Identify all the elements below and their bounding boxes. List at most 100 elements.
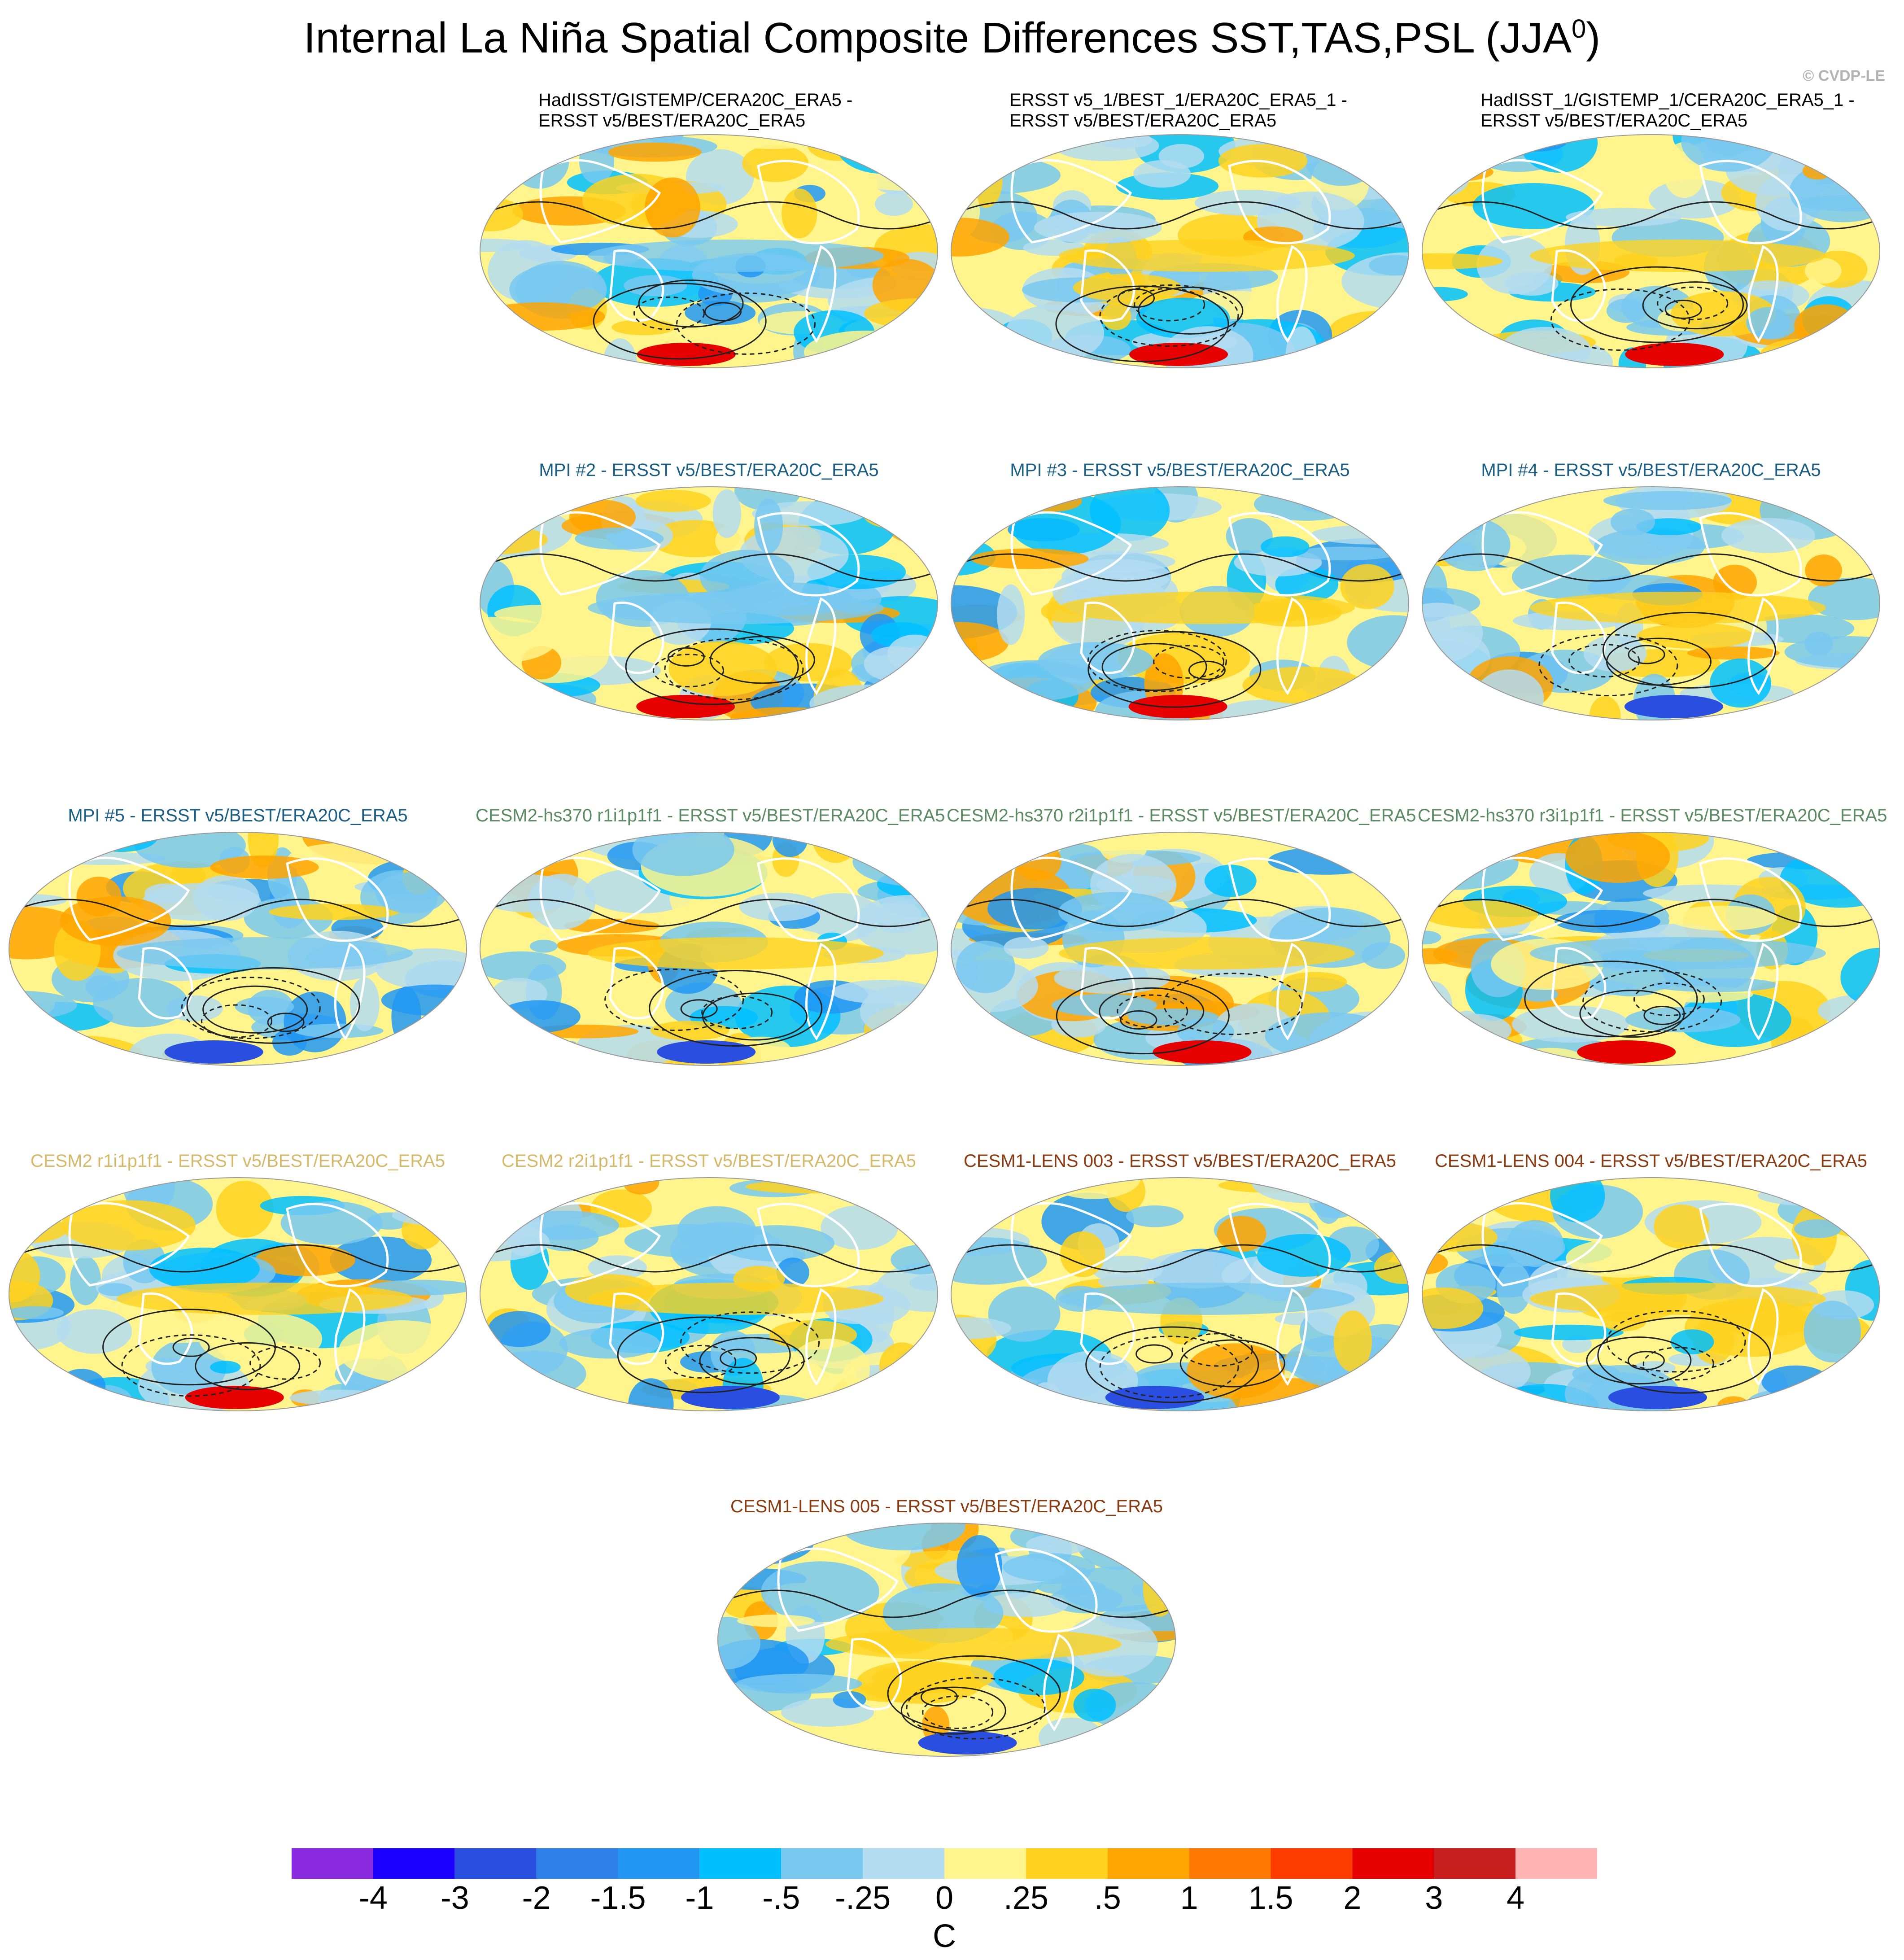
anomaly-patch <box>1603 491 1732 510</box>
psl-contour <box>1628 645 1665 664</box>
anomaly-patch <box>1828 1378 1880 1411</box>
anomaly-patch <box>1333 1310 1372 1372</box>
anomaly-patch <box>1834 832 1880 887</box>
map-panel-8 <box>480 832 938 1065</box>
anomaly-patch <box>742 144 809 182</box>
anomaly-patch <box>1328 310 1409 352</box>
anomaly-patch <box>1502 135 1567 152</box>
anomaly-patch <box>856 171 938 191</box>
anomaly-patch <box>1388 1388 1409 1411</box>
chart-title: Internal La Niña Spatial Composite Diffe… <box>303 14 1601 62</box>
colorbar-tick-label: 0 <box>935 1880 954 1916</box>
anomaly-patch <box>864 298 938 329</box>
anomaly-patch <box>1422 981 1453 1035</box>
anomaly-patch <box>1566 208 1681 227</box>
psl-contour <box>951 201 1409 230</box>
polar-anomaly <box>1608 1386 1707 1409</box>
psl-contour <box>1586 1336 1692 1385</box>
anomaly-patch <box>401 1371 467 1411</box>
anomaly-patch <box>1002 1379 1031 1403</box>
map-border <box>951 486 1409 720</box>
panel-title: CESM1-LENS 004 - ERSST v5/BEST/ERA20C_ER… <box>1418 1151 1884 1171</box>
anomaly-patch <box>1512 554 1632 599</box>
anomaly-patch <box>1566 1238 1678 1278</box>
coastline <box>1228 857 1331 942</box>
map-panel-1 <box>480 135 938 368</box>
psl-contour <box>951 1244 1409 1273</box>
psl-contour <box>593 283 767 360</box>
anomaly-patch <box>1105 1729 1171 1755</box>
anomaly-patch <box>210 1361 241 1374</box>
panel-title-line: HadISST_1/GISTEMP_1/CERA20C_ERA5_1 - <box>1480 90 1855 110</box>
anomaly-patch <box>1310 524 1409 545</box>
anomaly-patch <box>280 1201 383 1245</box>
anomaly-patch <box>1512 1005 1629 1043</box>
polar-anomaly <box>1577 1040 1676 1064</box>
anomaly-patch <box>1497 1263 1531 1314</box>
anomaly-patch <box>1374 1250 1409 1284</box>
panel-title-line: CESM2-hs370 r3i1p1f1 - ERSST v5/BEST/ERA… <box>1418 806 1887 825</box>
psl-contour <box>1099 1336 1239 1398</box>
anomaly-patch <box>9 1306 64 1319</box>
psl-contour <box>951 899 1409 927</box>
psl-contour <box>201 1004 272 1038</box>
anomaly-patch <box>782 188 817 239</box>
anomaly-patch <box>1143 1560 1175 1617</box>
anomaly-patch <box>1347 615 1409 670</box>
anomaly-patch <box>951 1237 1047 1285</box>
equatorial-band <box>1530 240 1826 272</box>
panel-title: MPI #2 - ERSST v5/BEST/ERA20C_ERA5 <box>476 460 942 480</box>
equatorial-band <box>588 937 884 969</box>
psl-contour <box>702 992 808 1041</box>
psl-contour <box>1570 266 1744 343</box>
anomaly-patch <box>1073 274 1182 301</box>
colorbar-tick-label: -3 <box>440 1880 469 1916</box>
anomaly-patch <box>1422 1029 1479 1065</box>
anomaly-patch <box>1422 948 1459 965</box>
coastline <box>1080 947 1135 1020</box>
psl-contour <box>1602 611 1776 689</box>
panel-title: CESM2 r1i1p1f1 - ERSST v5/BEST/ERA20C_ER… <box>4 1151 471 1171</box>
anomaly-patch <box>1804 1301 1861 1363</box>
anomaly-patch <box>1008 1049 1048 1065</box>
psl-contour <box>1099 987 1205 1035</box>
anomaly-patch <box>1515 1048 1585 1065</box>
coastline <box>1747 597 1779 695</box>
anomaly-patch <box>235 996 294 1017</box>
anomaly-patch <box>1822 1401 1880 1411</box>
psl-contour <box>1179 1339 1285 1388</box>
anomaly-patch <box>1589 696 1621 720</box>
panel-title-line: CESM1-LENS 005 - ERSST v5/BEST/ERA20C_ER… <box>730 1497 1163 1516</box>
anomaly-patch <box>1422 287 1468 301</box>
anomaly-patch <box>951 218 1009 257</box>
map-panel-11 <box>9 1178 467 1411</box>
anomaly-patch <box>9 1036 76 1065</box>
anomaly-patch <box>1840 326 1880 344</box>
psl-contour <box>1099 284 1239 347</box>
anomaly-patch <box>61 1200 196 1251</box>
panel-title-line: CESM2-hs370 r2i1p1f1 - ERSST v5/BEST/ERA… <box>947 806 1416 825</box>
psl-contour <box>625 628 799 705</box>
anomaly-patch <box>480 1373 546 1397</box>
anomaly-patch <box>480 239 532 252</box>
colorbar-tick-label: 1 <box>1180 1880 1198 1916</box>
psl-contour <box>480 1244 938 1273</box>
psl-contour <box>1188 660 1226 680</box>
psl-contour <box>1055 285 1229 362</box>
colorbar-box <box>618 1848 700 1879</box>
anomaly-patch <box>509 264 607 314</box>
anomaly-patch <box>997 584 1025 645</box>
anomaly-patch <box>1424 496 1498 525</box>
anomaly-patch <box>1034 211 1162 244</box>
map-border <box>1422 832 1880 1066</box>
polar-anomaly <box>637 343 736 366</box>
anomaly-patch <box>1014 841 1061 881</box>
colorbar-tick-label: .5 <box>1094 1880 1121 1916</box>
anomaly-patch <box>841 1523 965 1550</box>
panel-title-line: MPI #3 - ERSST v5/BEST/ERA20C_ERA5 <box>1010 460 1350 480</box>
panel-title: MPI #5 - ERSST v5/BEST/ERA20C_ERA5 <box>4 805 471 826</box>
anomaly-patch <box>1654 1205 1710 1249</box>
coastline <box>1010 511 1132 596</box>
coastline <box>1747 943 1779 1041</box>
map-border <box>9 832 467 1066</box>
